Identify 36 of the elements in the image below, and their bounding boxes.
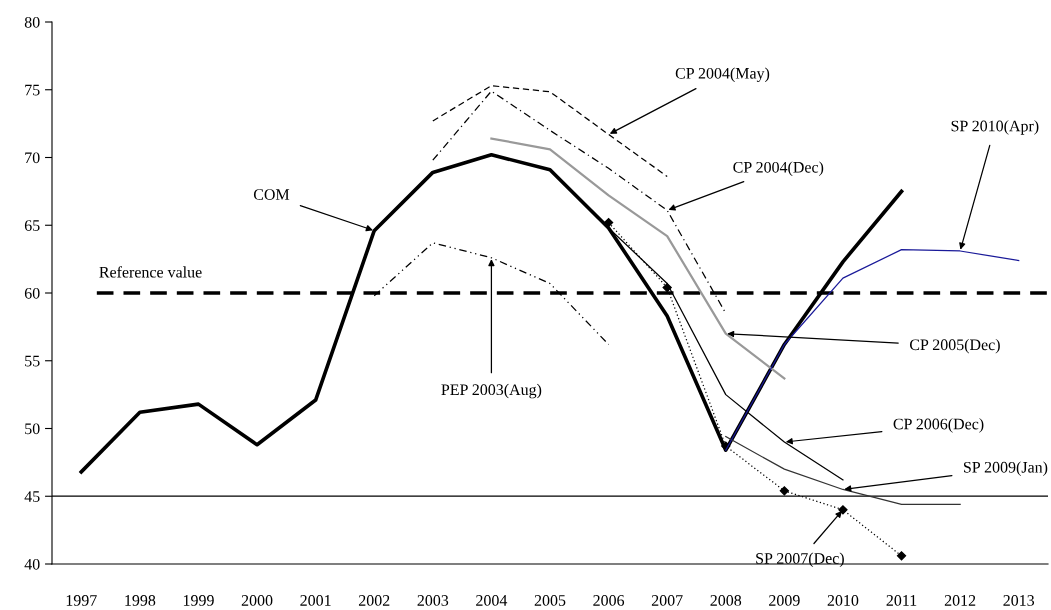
x-tick-label: 2005 xyxy=(534,595,566,606)
x-tick-label: 2011 xyxy=(886,595,917,606)
annotation: CP 2004(May) xyxy=(675,67,770,83)
x-tick-label: 2001 xyxy=(300,595,331,606)
annotation: SP 2009(Jan) xyxy=(963,461,1048,476)
x-tick-label: 1999 xyxy=(183,595,214,606)
x-tick-label: 2013 xyxy=(1003,595,1035,606)
x-tick-label: 2003 xyxy=(417,595,449,606)
x-tick-label: 2007 xyxy=(651,595,683,606)
annotation: SP 2007(Dec) xyxy=(756,552,844,568)
annotation: SP 2010(Apr) xyxy=(951,120,1039,135)
x-tick-label: 1998 xyxy=(125,595,156,606)
y-tick-label: 80 xyxy=(24,16,40,28)
annotation: CP 2005(Dec) xyxy=(909,338,1000,354)
x-tick-label: 2004 xyxy=(476,595,508,606)
x-tick-label: 2006 xyxy=(593,595,625,606)
y-tick-label: 70 xyxy=(25,152,40,164)
y-tick-label: 50 xyxy=(25,423,40,435)
y-tick-label: 75 xyxy=(25,84,40,96)
x-tick-label: 2012 xyxy=(944,595,976,606)
x-tick-label: 2002 xyxy=(358,595,390,606)
x-tick-label: 2010 xyxy=(827,595,859,606)
y-tick-label: 60 xyxy=(24,287,40,299)
ref-line-label: Reference value xyxy=(99,266,202,278)
x-tick-label: 2008 xyxy=(710,595,742,606)
y-tick-label: 45 xyxy=(24,491,40,502)
y-tick-label: 40 xyxy=(24,558,40,570)
x-tick-label: 2000 xyxy=(241,595,273,606)
annotation: COM xyxy=(253,189,290,200)
annotation: CP 2004(Dec) xyxy=(733,161,824,176)
annotation: CP 2006(Dec) xyxy=(893,418,984,433)
y-tick-label: 65 xyxy=(24,220,40,231)
annotation: PEP 2003(Aug) xyxy=(441,383,542,399)
y-tick-label: 55 xyxy=(25,355,40,367)
x-tick-label: 1997 xyxy=(66,595,97,606)
x-tick-label: 2009 xyxy=(769,595,800,606)
